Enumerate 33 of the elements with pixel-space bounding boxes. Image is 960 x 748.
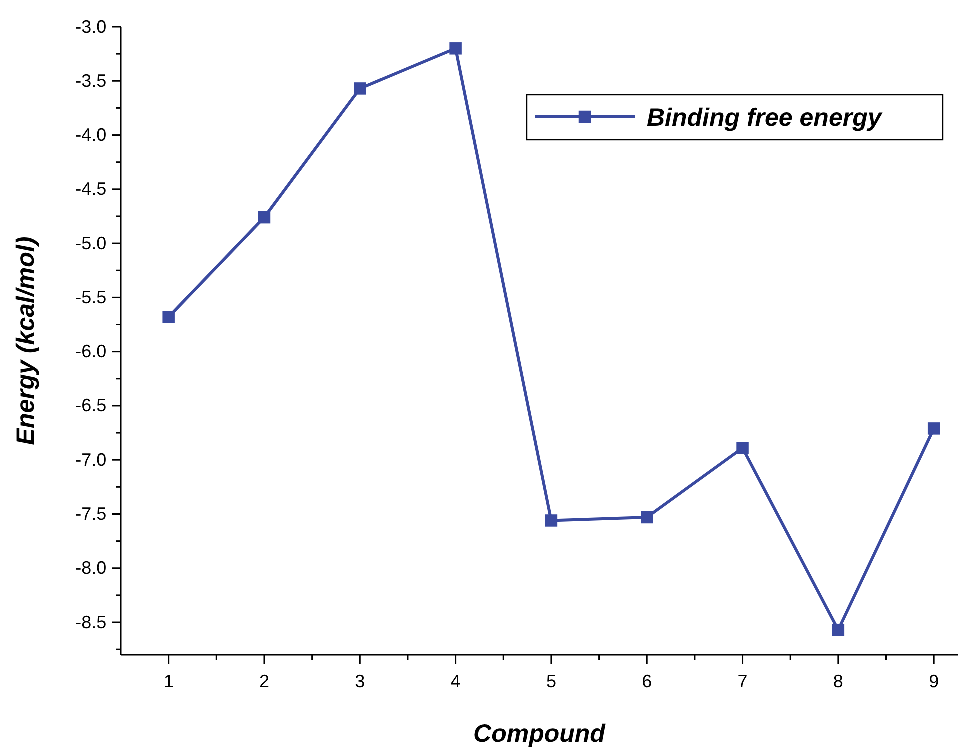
y-tick-label: -7.0 xyxy=(76,450,107,470)
x-tick-label: 5 xyxy=(546,671,556,692)
y-tick-label: -6.0 xyxy=(76,342,107,362)
y-tick-label: -6.5 xyxy=(76,396,107,416)
point xyxy=(354,82,366,95)
x-tick-label: 1 xyxy=(164,671,174,692)
y-axis-title: Energy (kcal/mol) xyxy=(12,236,40,446)
point xyxy=(640,511,654,524)
x-axis-title: Compound xyxy=(474,720,606,748)
point xyxy=(258,211,271,224)
x-tick-label: 7 xyxy=(738,671,748,692)
x-tick-label: 9 xyxy=(929,671,940,692)
y-tick-label: -5.5 xyxy=(76,287,107,308)
y-tick-label: -3.0 xyxy=(76,16,107,37)
x-tick-label: 2 xyxy=(259,671,270,692)
legend-label: Binding free energy xyxy=(647,104,883,132)
x-tick-label: 8 xyxy=(833,671,844,692)
y-tick-label: -5.0 xyxy=(76,233,107,254)
point xyxy=(162,311,175,324)
y-tick-label: -4.0 xyxy=(76,125,107,146)
point xyxy=(736,442,749,454)
x-tick-label: 4 xyxy=(450,671,461,692)
y-tick-label: -4.5 xyxy=(76,179,107,200)
x-tick-label: 6 xyxy=(642,671,652,692)
y-tick-label: -8.5 xyxy=(76,612,107,632)
point xyxy=(450,42,462,55)
y-tick-label: -3.5 xyxy=(76,70,107,91)
y-tick-label: -7.5 xyxy=(76,504,107,524)
point xyxy=(832,624,845,636)
y-tick-label: -8.0 xyxy=(76,558,107,578)
point xyxy=(545,514,558,527)
x-tick-label: 3 xyxy=(355,671,366,692)
point xyxy=(928,422,940,435)
